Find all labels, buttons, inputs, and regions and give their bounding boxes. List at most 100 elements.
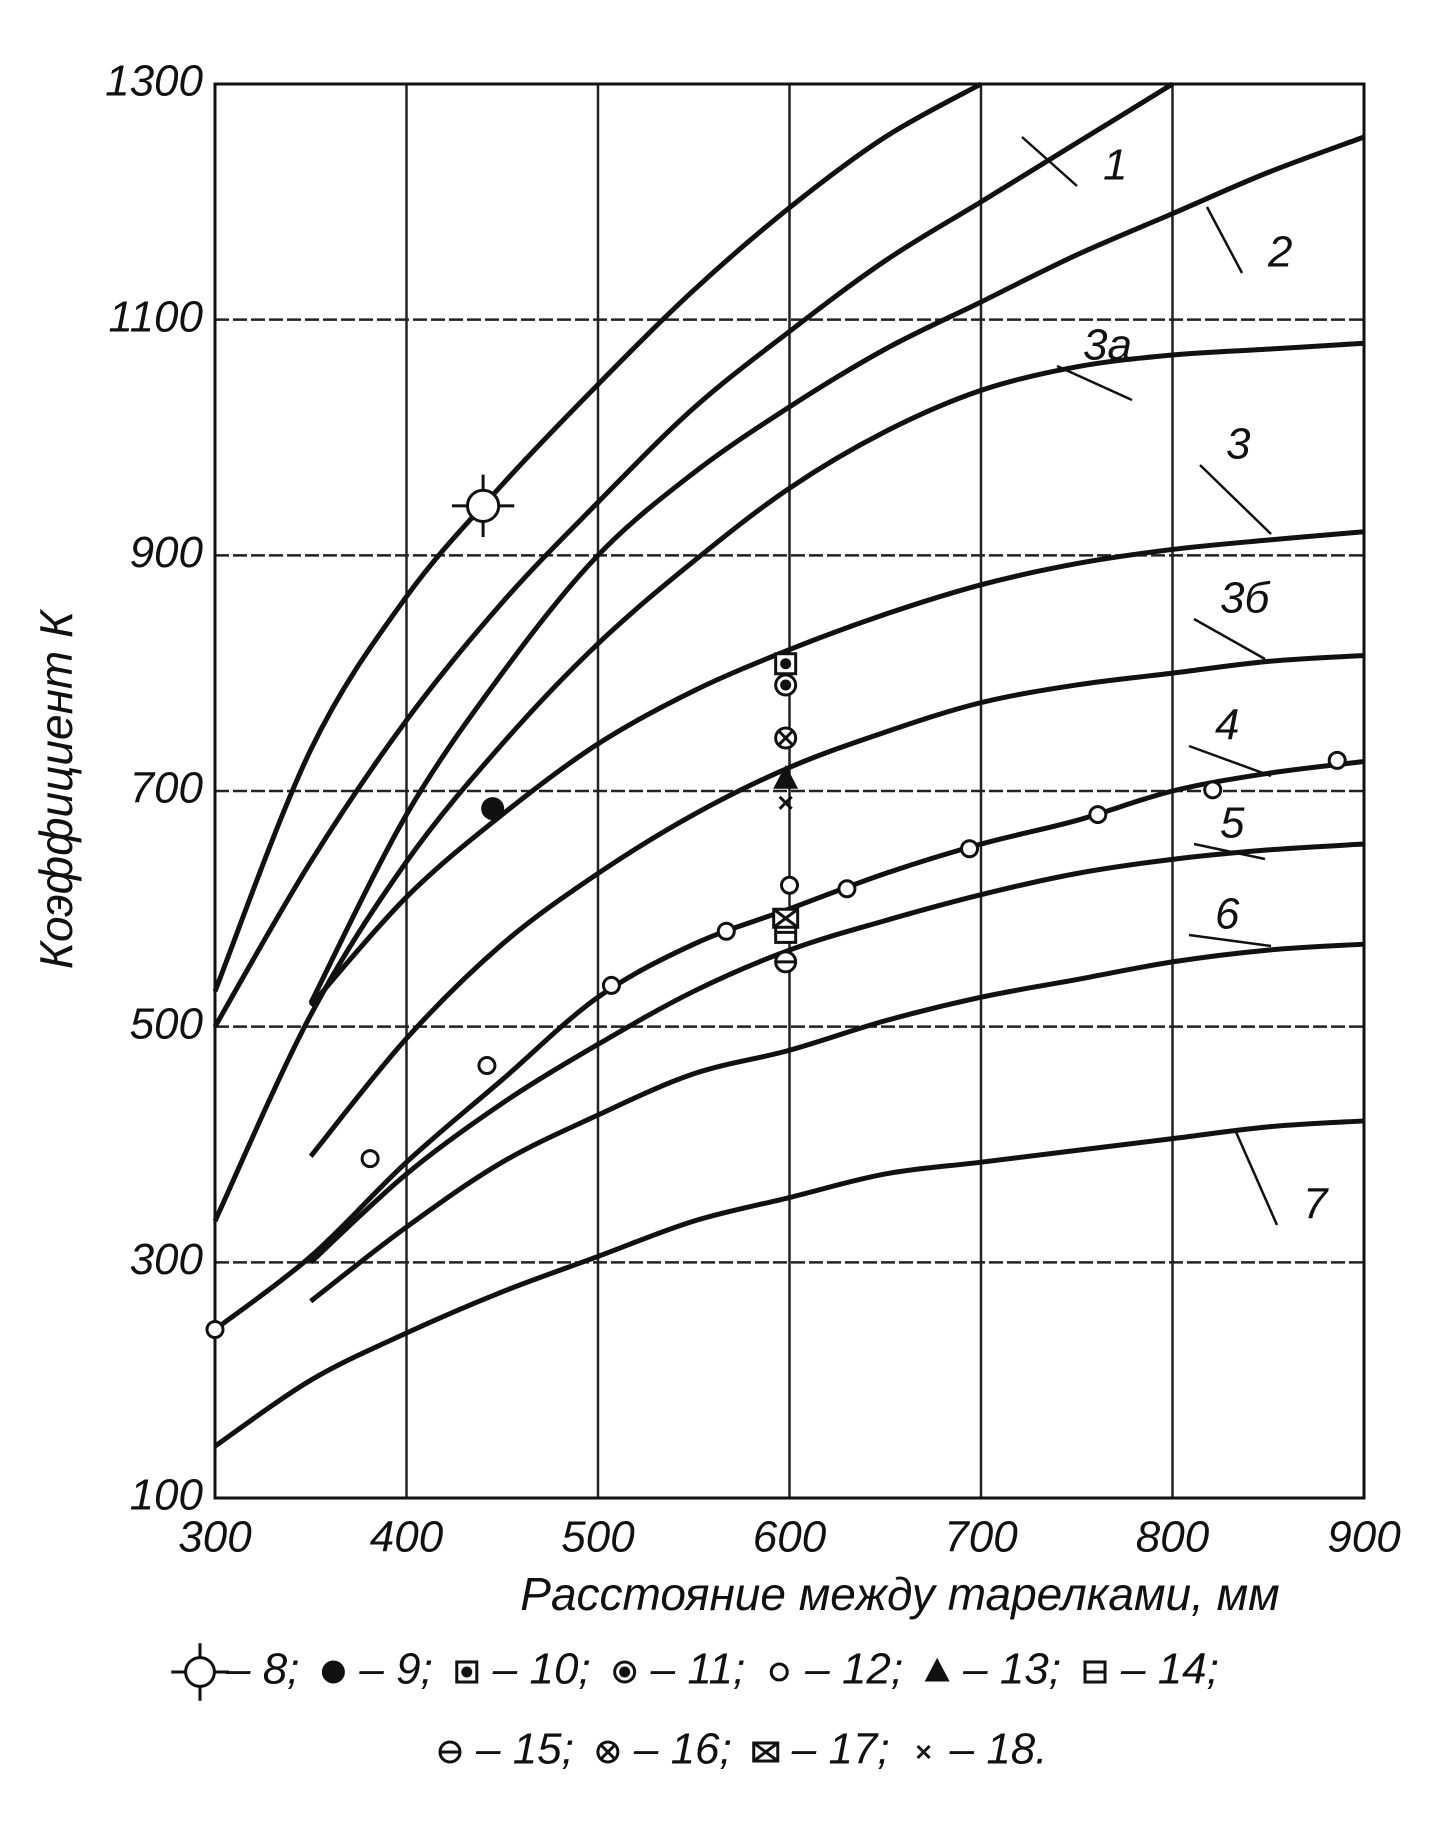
legend-label: – 17; <box>791 1725 890 1774</box>
curve-label: 3б <box>1220 574 1271 623</box>
sym <box>780 875 799 895</box>
sym <box>184 1656 216 1688</box>
marker <box>774 726 798 750</box>
sym <box>205 1319 225 1339</box>
sym <box>916 1744 931 1760</box>
marker <box>774 950 798 974</box>
legend-label: – 16; <box>633 1725 732 1774</box>
x-tick-label: 400 <box>370 1513 444 1562</box>
legend-label: – 11; <box>650 1645 746 1694</box>
curve-label: 6 <box>1215 890 1240 939</box>
marker <box>960 839 980 859</box>
marker <box>477 1056 497 1076</box>
marker <box>1083 1660 1107 1684</box>
marker <box>613 1660 637 1684</box>
marker <box>321 1660 345 1684</box>
legend-label: – 15; <box>475 1725 574 1774</box>
marker <box>769 1662 789 1682</box>
sym <box>960 839 980 859</box>
marker <box>774 652 798 676</box>
y-axis-title: Коэффициент К <box>30 608 82 969</box>
curve-label: 4 <box>1215 701 1239 750</box>
sym <box>321 1660 345 1684</box>
legend-label: – 18. <box>949 1725 1048 1774</box>
marker <box>916 1744 931 1760</box>
legend-label: – 12; <box>804 1645 903 1694</box>
legend-label: – 10; <box>492 1645 591 1694</box>
marker <box>837 879 857 899</box>
plot-frame <box>213 82 1366 1500</box>
curve <box>212 81 983 993</box>
sym <box>716 921 736 941</box>
legend-label: – 13; <box>962 1645 1061 1694</box>
curve <box>309 841 1365 1265</box>
marker <box>1203 780 1223 800</box>
curve <box>309 941 1365 1304</box>
marker <box>778 795 793 810</box>
sym <box>1327 750 1347 770</box>
marker <box>773 764 799 789</box>
marker <box>596 1740 620 1764</box>
curve <box>212 81 1174 1028</box>
curve <box>212 340 1365 1223</box>
x-tick-label: 800 <box>1136 1513 1210 1562</box>
sym <box>461 1666 473 1678</box>
marker <box>455 1660 479 1684</box>
sym <box>777 729 794 747</box>
x-tick-label: 600 <box>753 1513 827 1562</box>
marker <box>451 474 515 538</box>
label-leader <box>1188 933 1272 948</box>
marker <box>481 797 505 821</box>
x-tick-label: 500 <box>561 1513 635 1562</box>
sym <box>360 1149 380 1169</box>
marker <box>360 1149 380 1169</box>
legend-label: – 9; <box>358 1645 432 1694</box>
marker <box>171 1643 229 1701</box>
marker <box>205 1319 225 1339</box>
sym <box>773 764 799 789</box>
marker <box>772 907 800 929</box>
sym <box>477 1056 497 1076</box>
marker <box>752 1741 780 1763</box>
marker <box>601 975 621 995</box>
curve-label: 2 <box>1267 228 1292 277</box>
marker <box>1327 750 1347 770</box>
label-leader <box>1234 1131 1279 1226</box>
sym <box>924 1657 950 1682</box>
x-axis-title: Расстояние между тарелками, мм <box>520 1568 1279 1620</box>
curve <box>213 1118 1365 1449</box>
marker <box>924 1657 950 1682</box>
sym <box>1203 780 1223 800</box>
y-tick-label: 1300 <box>105 57 203 106</box>
label-leader <box>1199 464 1272 535</box>
curve <box>308 529 1365 1008</box>
y-tick-label: 500 <box>130 999 204 1048</box>
marker <box>780 875 799 895</box>
x-tick-label: 900 <box>1327 1513 1401 1562</box>
curve <box>308 652 1365 1158</box>
x-tick-label: 700 <box>944 1513 1018 1562</box>
sym <box>599 1743 616 1761</box>
y-tick-label: 300 <box>130 1235 204 1284</box>
curve-label: 3 <box>1226 420 1251 469</box>
x-tick-label: 300 <box>178 1513 252 1562</box>
label-leader <box>1193 842 1266 861</box>
label-leader <box>1193 617 1266 661</box>
y-tick-label: 700 <box>130 764 204 813</box>
sym <box>752 1741 779 1763</box>
marker <box>774 673 798 697</box>
y-tick-label: 900 <box>130 528 204 577</box>
sym <box>481 797 505 821</box>
sym <box>780 658 792 670</box>
sym <box>837 879 857 899</box>
marker <box>438 1740 462 1764</box>
sym <box>619 1666 631 1678</box>
curve-label: 1 <box>1103 141 1127 190</box>
curve-label: 5 <box>1220 799 1245 848</box>
y-tick-label: 1100 <box>108 292 203 341</box>
label-leader <box>1205 206 1244 274</box>
sym <box>778 795 793 810</box>
label-leader <box>1188 744 1272 778</box>
curve-label: 3а <box>1083 321 1132 370</box>
